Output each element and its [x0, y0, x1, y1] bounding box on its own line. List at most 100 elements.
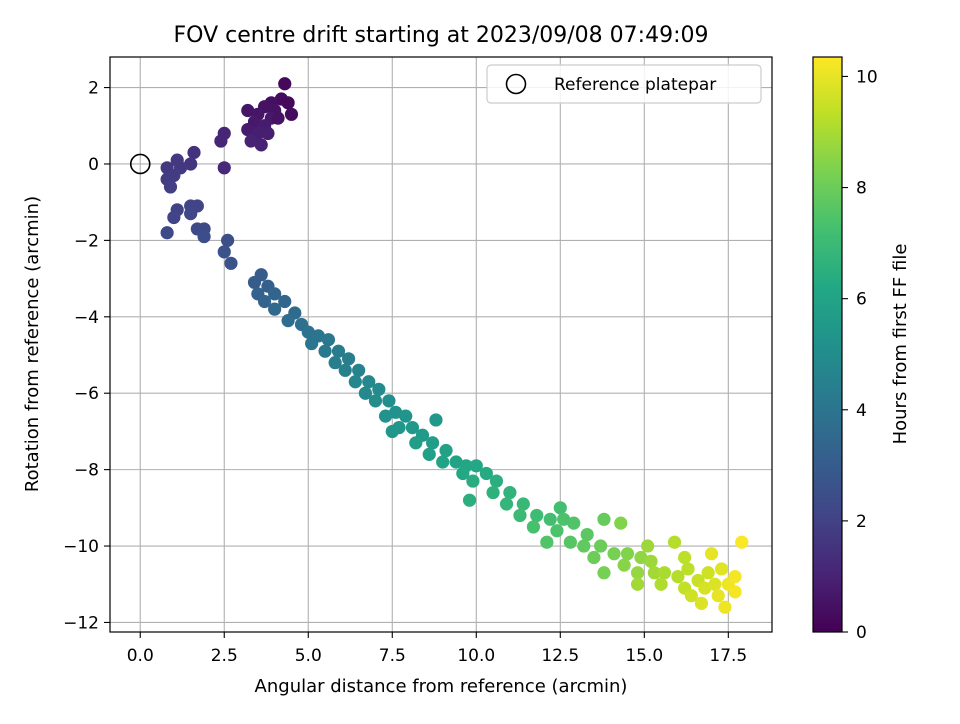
- data-point: [352, 363, 366, 377]
- data-point: [321, 333, 336, 347]
- x-tick-label: 0.0: [127, 646, 154, 666]
- x-tick-label: 2.5: [211, 646, 238, 666]
- data-point: [728, 570, 742, 584]
- colorbar-label: Hours from first FF file: [890, 244, 911, 445]
- y-tick-label: −6: [74, 384, 99, 404]
- legend-marker-icon: [505, 73, 527, 95]
- colorbar-tick-label: 8: [856, 179, 867, 199]
- colorbar-tick-label: 6: [856, 290, 867, 310]
- data-point: [667, 535, 682, 549]
- data-point: [594, 539, 608, 553]
- data-point: [553, 501, 567, 515]
- data-point: [184, 207, 198, 221]
- data-point: [429, 413, 443, 427]
- y-tick-label: −12: [63, 613, 99, 633]
- y-tick-label: 2: [88, 79, 99, 99]
- plot-area-frame: [109, 56, 773, 633]
- data-point: [184, 157, 198, 171]
- data-point: [368, 394, 383, 408]
- colorbar-tick-label: 2: [856, 512, 867, 532]
- data-point: [469, 459, 483, 473]
- colorbar-tick-label: 4: [856, 401, 867, 421]
- data-point: [439, 443, 453, 458]
- data-point: [462, 493, 477, 507]
- data-point: [160, 226, 174, 240]
- data-point: [694, 596, 709, 610]
- y-tick-label: −8: [74, 461, 99, 481]
- data-point: [540, 535, 554, 549]
- grid: [110, 57, 772, 632]
- data-point: [214, 134, 228, 148]
- data-point: [714, 562, 729, 576]
- data-point: [614, 516, 628, 530]
- data-point: [530, 508, 544, 523]
- x-tick-label: 17.5: [709, 646, 747, 666]
- data-point: [550, 524, 564, 538]
- data-point: [338, 363, 352, 377]
- data-point: [728, 585, 742, 599]
- colorbar-ticks: 0 2 4 6 8 10: [842, 67, 878, 643]
- data-point: [607, 547, 621, 561]
- data-points: [160, 77, 749, 614]
- y-axis-ticks: −12 −10 −8 −6 −4 −2 0 2: [63, 79, 110, 633]
- data-point: [221, 233, 235, 247]
- y-tick-label: −4: [74, 308, 99, 328]
- data-point: [382, 394, 396, 408]
- data-point: [358, 386, 372, 400]
- data-point: [641, 539, 655, 553]
- data-point: [284, 107, 299, 121]
- data-point: [385, 424, 399, 439]
- data-point: [684, 589, 698, 603]
- data-point: [254, 138, 268, 152]
- data-point: [617, 558, 631, 572]
- x-tick-label: 12.5: [541, 646, 579, 666]
- data-point: [318, 344, 332, 358]
- x-axis-label: Angular distance from reference (arcmin): [255, 676, 628, 697]
- data-point: [271, 111, 285, 125]
- data-point: [634, 550, 648, 565]
- data-point: [399, 409, 413, 423]
- data-point: [278, 77, 292, 91]
- data-point: [372, 382, 386, 396]
- x-tick-label: 7.5: [379, 646, 406, 666]
- legend-label: Reference platepar: [554, 75, 716, 95]
- data-point: [516, 497, 530, 511]
- x-tick-label: 10.0: [457, 646, 495, 666]
- data-point: [563, 535, 577, 549]
- data-point: [698, 581, 712, 595]
- data-point: [735, 535, 749, 549]
- data-point: [331, 344, 346, 358]
- legend-box: [486, 64, 762, 104]
- data-point: [301, 325, 315, 339]
- data-point: [580, 527, 594, 542]
- data-point: [503, 485, 517, 500]
- data-point: [241, 103, 255, 118]
- data-point: [567, 516, 581, 530]
- data-point: [466, 474, 480, 488]
- y-tick-label: 0: [88, 155, 99, 175]
- data-point: [405, 420, 420, 435]
- data-point: [499, 497, 514, 511]
- data-point: [436, 455, 450, 469]
- data-point: [449, 455, 463, 469]
- data-point: [597, 512, 611, 526]
- data-point: [389, 405, 403, 419]
- y-tick-label: −2: [74, 231, 99, 251]
- x-axis-ticks: 0.0 2.5 5.0 7.5 10.0 12.5 15.0 17.5: [127, 632, 747, 666]
- colorbar: [812, 56, 843, 633]
- data-point: [268, 287, 282, 301]
- data-point: [489, 474, 504, 488]
- data-point: [362, 375, 376, 389]
- colorbar-tick-label: 0: [856, 623, 867, 643]
- data-point: [261, 126, 275, 141]
- data-point: [704, 547, 719, 561]
- data-point: [708, 577, 722, 591]
- data-point: [718, 600, 732, 614]
- data-point: [281, 314, 295, 328]
- data-point: [657, 566, 672, 580]
- data-point: [644, 554, 658, 568]
- data-point: [241, 122, 255, 137]
- chart-title: FOV centre drift starting at 2023/09/08 …: [174, 23, 709, 48]
